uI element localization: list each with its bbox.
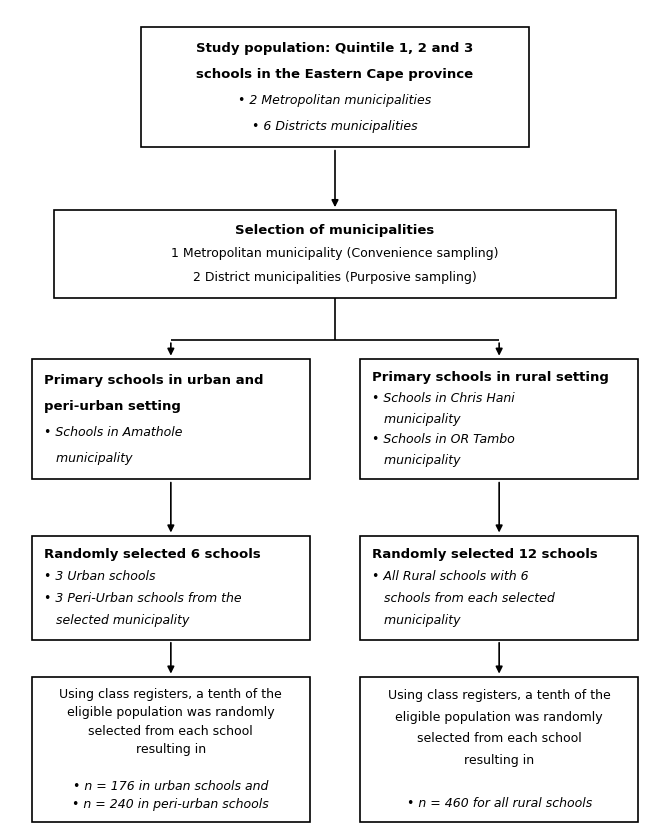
Text: Primary schools in rural setting: Primary schools in rural setting	[373, 371, 609, 384]
Text: • n = 460 for all rural schools: • n = 460 for all rural schools	[407, 797, 592, 809]
Text: Study population: Quintile 1, 2 and 3: Study population: Quintile 1, 2 and 3	[196, 42, 474, 55]
Bar	[32, 359, 310, 480]
Text: Primary schools in urban and: Primary schools in urban and	[44, 374, 263, 387]
Text: selected municipality: selected municipality	[44, 614, 189, 627]
Text: Using class registers, a tenth of the: Using class registers, a tenth of the	[60, 688, 282, 701]
Text: resulting in: resulting in	[464, 754, 534, 767]
Text: 2 District municipalities (Purposive sampling): 2 District municipalities (Purposive sam…	[193, 271, 477, 284]
Bar	[141, 27, 529, 148]
Text: • 3 Urban schools: • 3 Urban schools	[44, 570, 155, 583]
Text: • 2 Metropolitan municipalities: • 2 Metropolitan municipalities	[239, 94, 431, 106]
Text: • Schools in OR Tambo: • Schools in OR Tambo	[373, 433, 515, 447]
Text: selected from each school: selected from each school	[88, 725, 253, 738]
Bar	[360, 677, 638, 822]
Text: resulting in: resulting in	[136, 743, 206, 756]
Text: • n = 176 in urban schools and: • n = 176 in urban schools and	[73, 779, 269, 793]
Text: Randomly selected 6 schools: Randomly selected 6 schools	[44, 549, 261, 561]
Text: • Schools in Amathole: • Schools in Amathole	[44, 426, 182, 438]
Bar	[360, 359, 638, 480]
Text: schools in the Eastern Cape province: schools in the Eastern Cape province	[196, 68, 474, 81]
Text: municipality: municipality	[373, 614, 461, 627]
Text: municipality: municipality	[373, 454, 461, 467]
Bar	[54, 211, 616, 298]
Text: eligible population was randomly: eligible population was randomly	[395, 710, 603, 724]
Text: schools from each selected: schools from each selected	[373, 592, 555, 605]
Text: • n = 240 in peri-urban schools: • n = 240 in peri-urban schools	[72, 798, 269, 811]
Bar	[32, 677, 310, 822]
Bar	[360, 536, 638, 639]
Text: eligible population was randomly: eligible population was randomly	[67, 706, 275, 720]
Text: Selection of municipalities: Selection of municipalities	[235, 224, 435, 237]
Text: peri-urban setting: peri-urban setting	[44, 400, 181, 413]
Text: 1 Metropolitan municipality (Convenience sampling): 1 Metropolitan municipality (Convenience…	[172, 247, 498, 261]
Text: • Schools in Chris Hani: • Schools in Chris Hani	[373, 392, 515, 405]
Text: Randomly selected 12 schools: Randomly selected 12 schools	[373, 549, 598, 561]
Text: Using class registers, a tenth of the: Using class registers, a tenth of the	[388, 690, 610, 702]
Text: • 6 Districts municipalities: • 6 Districts municipalities	[252, 120, 418, 133]
Text: municipality: municipality	[373, 413, 461, 426]
Text: • All Rural schools with 6: • All Rural schools with 6	[373, 570, 529, 583]
Text: municipality: municipality	[44, 452, 133, 465]
Text: • 3 Peri-Urban schools from the: • 3 Peri-Urban schools from the	[44, 592, 241, 605]
Text: selected from each school: selected from each school	[417, 732, 582, 745]
Bar	[32, 536, 310, 639]
